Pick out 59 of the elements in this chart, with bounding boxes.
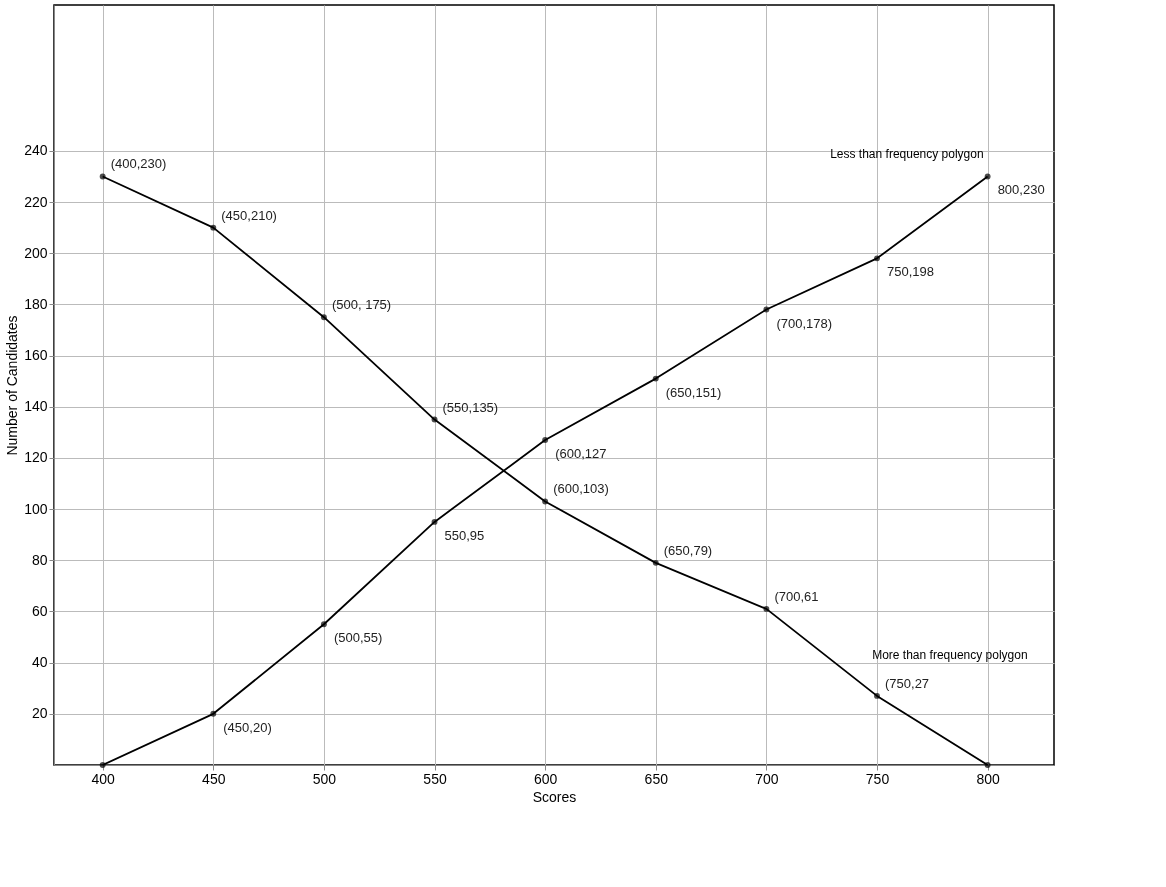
- y-tick-label: 20: [31, 705, 48, 722]
- y-tick-label: 220: [24, 193, 48, 210]
- x-tick-label: 800: [976, 770, 1001, 787]
- point: [542, 498, 549, 505]
- series-label: Less than frequency polygon: [830, 147, 984, 162]
- annotation: (750,27: [885, 675, 930, 691]
- y-tick-label: 40: [31, 654, 48, 671]
- y-tick-label: 160: [24, 347, 48, 364]
- x-tick-label: 500: [312, 770, 337, 787]
- point: [210, 710, 217, 717]
- annotation: (450,20): [223, 719, 272, 735]
- x-tick-label: 700: [755, 770, 779, 787]
- point: [984, 173, 991, 180]
- y-axis-title: Number of Candidates: [4, 315, 21, 456]
- y-tick-label: 120: [24, 449, 48, 466]
- point: [763, 605, 770, 612]
- annotation: (650,79): [663, 542, 713, 558]
- point: [542, 437, 549, 443]
- point: [431, 416, 438, 423]
- x-tick-label: 550: [423, 770, 447, 787]
- annotation: (600,103): [553, 481, 609, 497]
- y-tick-label: 200: [24, 244, 48, 261]
- point: [763, 306, 770, 313]
- annotation: (500,55): [333, 630, 383, 646]
- point: [652, 375, 659, 382]
- y-tick-label: 180: [24, 295, 48, 312]
- point: [874, 255, 880, 262]
- point: [99, 762, 106, 768]
- annotation: (450,210): [221, 207, 277, 223]
- x-tick-label: 600: [533, 770, 558, 787]
- annotation: 750,198: [887, 264, 935, 280]
- annotation: (550,135): [442, 399, 499, 415]
- x-tick-label: 650: [644, 770, 669, 787]
- point: [320, 621, 327, 628]
- y-tick-label: 80: [31, 551, 48, 568]
- point: [431, 518, 438, 525]
- x-tick-label: 750: [865, 770, 890, 787]
- annotation: (500, 175): [331, 297, 392, 313]
- x-axis-title: Scores: [532, 788, 577, 805]
- x-tick-label: 450: [202, 770, 226, 787]
- y-tick-label: 100: [24, 500, 48, 517]
- x-tick-label: 400: [91, 770, 116, 787]
- annotation: (600,127: [555, 446, 607, 462]
- annotation: (700,178): [776, 315, 833, 331]
- point: [320, 314, 327, 321]
- annotation: (700,61: [774, 588, 819, 604]
- annotation: (400,230): [110, 156, 167, 172]
- point: [984, 762, 991, 768]
- point: [652, 559, 659, 566]
- point: [874, 692, 880, 699]
- point: [210, 224, 217, 231]
- annotation: 550,95: [444, 527, 485, 543]
- annotation: (650,151): [665, 384, 722, 400]
- point: [99, 173, 106, 180]
- series-label: More than frequency polygon: [872, 648, 1028, 662]
- annotation: 800,230: [997, 182, 1045, 198]
- y-tick-label: 140: [24, 398, 48, 415]
- y-tick-label: 60: [31, 602, 48, 619]
- y-tick-label: 240: [24, 142, 48, 159]
